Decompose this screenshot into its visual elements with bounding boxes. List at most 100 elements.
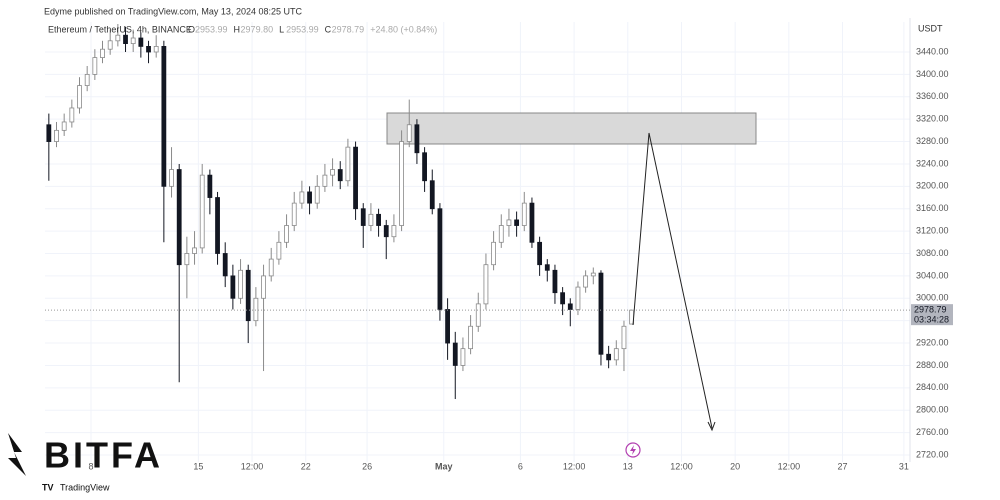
body (169, 169, 174, 187)
body (590, 272, 596, 277)
y-tick-label: 3040.00 (916, 270, 949, 280)
x-tick-label: 26 (362, 461, 372, 471)
body (345, 146, 351, 182)
body (192, 247, 197, 254)
y-tick-label: 2760.00 (916, 427, 949, 437)
body (138, 37, 144, 47)
ohlc-key: C (325, 24, 332, 34)
body (498, 225, 504, 243)
currency: USDT (918, 23, 943, 33)
x-tick-label: May (435, 461, 453, 471)
body (314, 185, 320, 204)
body (422, 152, 427, 182)
body (100, 48, 105, 58)
x-tick-label: 15 (193, 461, 203, 471)
ohlc-value: 2978.79 (332, 24, 365, 34)
body (330, 169, 335, 176)
body (291, 202, 297, 226)
zone (386, 112, 757, 145)
body (491, 241, 497, 266)
body (276, 241, 282, 260)
symbol: Ethereum / TetherUS, 4h, BINANCE (48, 24, 192, 34)
y-tick-label: 3280.00 (916, 136, 949, 146)
body (77, 85, 82, 109)
event-bolt (630, 445, 636, 455)
body (268, 258, 274, 277)
body (146, 46, 151, 53)
body (567, 303, 573, 310)
x-tick-label: 22 (301, 461, 311, 471)
body (107, 40, 113, 50)
ohlc-value: 2979.80 (241, 24, 274, 34)
body (199, 174, 205, 249)
y-tick-label: 3120.00 (916, 225, 949, 235)
projection-arrow (632, 132, 713, 429)
x-tick-label: 27 (838, 461, 848, 471)
body (130, 37, 136, 45)
body (360, 208, 366, 226)
x-tick-label: 12:00 (670, 461, 693, 471)
x-tick-label: 31 (899, 461, 909, 471)
platform: TradingView (60, 482, 110, 492)
body (245, 269, 251, 322)
body (238, 269, 243, 299)
body (544, 264, 550, 271)
body (514, 219, 520, 226)
body (69, 107, 75, 123)
logo-mark (8, 433, 26, 476)
x-tick-label: 12:00 (563, 461, 586, 471)
ohlc-value: 2953.99 (195, 24, 228, 34)
y-tick-label: 3160.00 (916, 203, 949, 213)
body (376, 213, 381, 226)
price-tag (911, 304, 953, 326)
price-tag-value: 2978.79 (914, 305, 947, 315)
body (575, 286, 581, 310)
body (483, 264, 489, 305)
body (621, 325, 627, 350)
tv-icon: TV (42, 482, 54, 492)
body (537, 241, 543, 266)
y-tick-label: 3400.00 (916, 69, 949, 79)
x-tick-label: 13 (623, 461, 633, 471)
body (560, 292, 566, 305)
body (307, 191, 312, 204)
body (468, 325, 473, 350)
body (123, 34, 128, 45)
body (161, 46, 167, 187)
body (460, 348, 466, 366)
logo: BITFA TV TradingView (8, 433, 163, 492)
y-tick-label: 2800.00 (916, 405, 949, 415)
body (429, 180, 435, 210)
countdown: 03:34:28 (914, 315, 949, 325)
body (391, 225, 397, 238)
change: +24.80 (+0.84%) (370, 24, 437, 34)
body (61, 121, 67, 131)
y-tick-label: 3320.00 (916, 114, 949, 124)
logo-text: BITFA (44, 435, 163, 476)
x-tick-label: 8 (89, 461, 94, 471)
ohlc-key: L (279, 24, 284, 34)
candles (46, 24, 635, 400)
body (153, 46, 159, 53)
body (506, 219, 512, 226)
y-tick-label: 3360.00 (916, 91, 949, 101)
y-tick-label: 2920.00 (916, 337, 949, 347)
body (284, 225, 289, 243)
grid (45, 22, 910, 462)
body (521, 202, 527, 226)
body (322, 174, 328, 187)
x-tick-label: 12:00 (778, 461, 801, 471)
body (414, 124, 420, 154)
ohlc-key: O (188, 24, 195, 34)
body (383, 225, 389, 238)
x-tick-label: 12:00 (241, 461, 264, 471)
arrow-head (707, 421, 716, 432)
x-tick-label: 6 (518, 461, 523, 471)
body (552, 269, 558, 294)
y-tick-label: 3440.00 (916, 46, 949, 56)
body (215, 197, 220, 254)
body (452, 342, 458, 366)
y-tick-label: 3000.00 (916, 293, 949, 303)
